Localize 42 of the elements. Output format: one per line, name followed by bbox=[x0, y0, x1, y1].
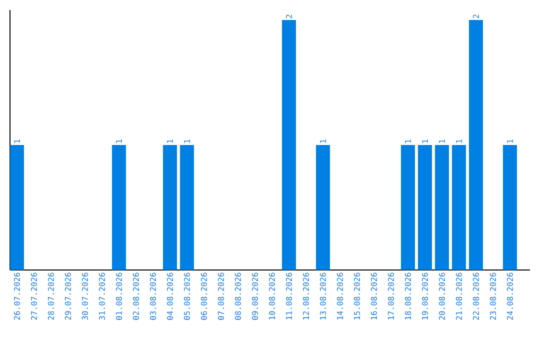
x-tick-label: 15.08.2026 bbox=[354, 272, 360, 320]
data-label: 2 bbox=[472, 14, 479, 18]
x-tick-label: 09.08.2026 bbox=[252, 272, 258, 320]
x-tick-label: 23.08.2026 bbox=[490, 272, 496, 320]
data-label: 1 bbox=[14, 140, 20, 143]
x-tick-label: 16.08.2026 bbox=[370, 272, 377, 320]
x-tick-label: 28.07.2026 bbox=[48, 272, 54, 320]
x-tick-label: 05.08.2026 bbox=[184, 272, 190, 320]
data-label: 1 bbox=[116, 140, 122, 143]
x-tick-label: 18.08.2026 bbox=[404, 272, 411, 320]
x-tick-label: 21.08.2026 bbox=[456, 272, 462, 320]
x-tick-label: 29.07.2026 bbox=[64, 272, 71, 320]
x-tick-label: 24.08.2026 bbox=[506, 272, 513, 320]
x-tick-label: 02.08.2026 bbox=[132, 272, 139, 320]
data-label: 1 bbox=[320, 140, 326, 143]
data-label: 1 bbox=[456, 140, 462, 143]
x-tick-label: 22.08.2026 bbox=[472, 272, 479, 320]
x-tick-label: 10.08.2026 bbox=[268, 272, 275, 320]
data-label: 1 bbox=[184, 140, 190, 143]
x-tick-label: 13.08.2026 bbox=[320, 272, 326, 320]
x-tick-label: 17.08.2026 bbox=[388, 272, 394, 320]
x-tick-label: 11.08.2026 bbox=[286, 272, 292, 320]
x-tick-label: 30.07.2026 bbox=[82, 272, 88, 320]
data-label: 1 bbox=[405, 140, 411, 143]
x-tick-label: 01.08.2026 bbox=[116, 272, 122, 320]
data-label: 1 bbox=[507, 140, 513, 143]
x-tick-label: 27.07.2026 bbox=[30, 272, 37, 320]
x-tick-label: 19.08.2026 bbox=[422, 272, 428, 320]
data-label: 1 bbox=[167, 140, 173, 143]
data-label: 1 bbox=[422, 140, 428, 143]
x-tick-label: 03.08.2026 bbox=[150, 272, 156, 320]
x-tick-label: 04.08.2026 bbox=[166, 272, 173, 320]
x-tick-label: 07.08.2026 bbox=[218, 272, 224, 320]
x-tick-label: 20.08.2026 bbox=[438, 272, 445, 320]
x-tick-label: 08.08.2026 bbox=[234, 272, 241, 320]
x-tick-label: 12.08.2026 bbox=[302, 272, 309, 320]
x-tick-label: 06.08.2026 bbox=[200, 272, 207, 320]
data-label: 1 bbox=[439, 140, 445, 143]
data-label: 2 bbox=[286, 14, 292, 18]
x-tick-label: 31.07.2026 bbox=[98, 272, 105, 320]
x-tick-label: 14.08.2026 bbox=[336, 272, 343, 320]
x-tick-label: 26.07.2026 bbox=[14, 272, 20, 320]
